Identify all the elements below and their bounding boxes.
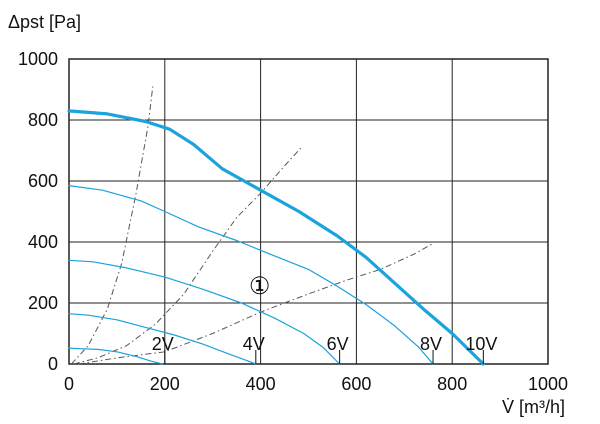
annotation-marker: ① bbox=[249, 273, 271, 300]
fan-curve-6v bbox=[68, 259, 341, 365]
y-tick-label: 800 bbox=[28, 110, 58, 130]
curve-label-6v: 6V bbox=[327, 334, 349, 354]
system-curve bbox=[73, 147, 302, 365]
x-tick-label: 800 bbox=[437, 374, 467, 394]
curve-labels: 2V 4V 6V 8V 10V bbox=[152, 334, 497, 364]
y-axis-label: Δpst [Pa] bbox=[8, 12, 81, 32]
x-axis-label: V̇ [m³/h] bbox=[502, 397, 565, 417]
y-tick-label: 600 bbox=[28, 171, 58, 191]
y-tick-label: 200 bbox=[28, 293, 58, 313]
fan-curve-4v bbox=[68, 313, 257, 365]
fan-curve-8v bbox=[68, 185, 434, 365]
tick-labels: 0 200 400 600 800 1000 0 200 400 600 800 1000 bbox=[18, 49, 568, 394]
curve-label-8v: 8V bbox=[420, 334, 442, 354]
system-curve bbox=[71, 86, 154, 365]
x-tick-label: 1000 bbox=[528, 374, 568, 394]
curve-label-10v: 10V bbox=[465, 334, 497, 354]
y-tick-label: 400 bbox=[28, 232, 58, 252]
fan-curve-2v bbox=[68, 347, 163, 365]
plot-frame bbox=[68, 58, 549, 365]
grid-lines bbox=[68, 58, 549, 365]
x-tick-label: 400 bbox=[246, 374, 276, 394]
curve-label-2v: 2V bbox=[152, 334, 174, 354]
y-tick-label: 1000 bbox=[18, 49, 58, 69]
system-curve bbox=[78, 243, 434, 365]
fan-curve-10v bbox=[67, 109, 485, 366]
fan-curves bbox=[67, 109, 485, 366]
system-curves bbox=[71, 86, 434, 365]
x-tick-label: 600 bbox=[341, 374, 371, 394]
curve-label-4v: 4V bbox=[243, 334, 265, 354]
x-tick-label: 200 bbox=[150, 374, 180, 394]
x-tick-label: 0 bbox=[64, 374, 74, 394]
y-tick-label: 0 bbox=[48, 354, 58, 374]
